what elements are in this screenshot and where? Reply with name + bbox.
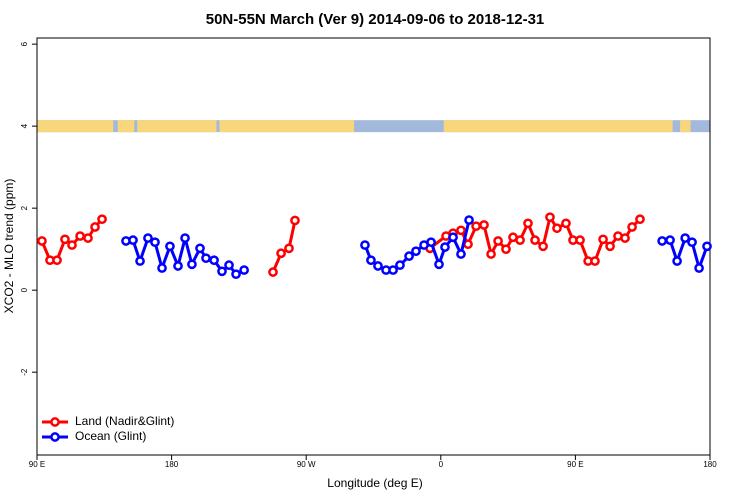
data-point — [687, 237, 697, 248]
data-point — [231, 269, 241, 280]
data-point — [388, 265, 398, 275]
data-point — [434, 259, 444, 270]
data-point — [52, 255, 62, 266]
data-point — [657, 236, 667, 246]
data-point — [598, 234, 608, 245]
data-point — [366, 255, 376, 266]
data-point — [627, 222, 637, 232]
data-point — [515, 235, 525, 245]
y-tick-label: -2 — [20, 368, 29, 376]
data-point — [217, 266, 227, 277]
x-tick-label: 90 E — [29, 460, 45, 469]
y-axis-label: XCO2 - MLO trend (ppm) — [2, 179, 16, 314]
data-point — [97, 214, 107, 225]
data-point — [150, 237, 160, 248]
data-point — [373, 261, 383, 271]
data-point — [635, 214, 645, 225]
data-point — [404, 251, 414, 261]
y-tick-label: 0 — [20, 287, 29, 292]
data-point — [463, 239, 473, 250]
data-point — [523, 218, 533, 229]
x-axis-label: Longitude (deg E) — [327, 476, 422, 490]
data-point — [284, 243, 294, 254]
data-point — [672, 256, 682, 266]
data-point — [239, 265, 249, 275]
legend-label: Ocean (Glint) — [75, 429, 146, 443]
data-point — [268, 267, 278, 277]
data-point — [224, 260, 234, 271]
land-band — [680, 120, 691, 133]
data-point — [290, 215, 300, 226]
data-point — [665, 235, 675, 245]
data-point — [456, 225, 466, 236]
land-band — [219, 120, 355, 133]
data-point — [187, 259, 197, 270]
data-point — [538, 241, 548, 252]
data-point — [605, 241, 615, 252]
data-point — [360, 240, 370, 250]
data-point — [195, 243, 205, 254]
land-band — [117, 120, 135, 133]
data-point — [530, 235, 540, 245]
data-point — [165, 241, 175, 252]
legend-marker — [50, 432, 60, 442]
data-point — [75, 231, 85, 241]
data-point — [680, 233, 691, 243]
x-tick-label: 90 E — [567, 460, 583, 469]
data-point — [180, 233, 190, 243]
land-band — [137, 120, 217, 133]
data-point — [426, 237, 436, 248]
data-point — [67, 240, 77, 250]
data-point — [471, 221, 481, 232]
chart-title: 50N-55N March (Ver 9) 2014-09-06 to 2018… — [206, 11, 545, 28]
data-point — [276, 248, 286, 259]
data-point — [128, 235, 138, 245]
data-point — [561, 218, 571, 229]
data-point — [60, 234, 70, 245]
data-point — [545, 212, 555, 223]
data-point — [201, 253, 211, 264]
data-point — [37, 236, 47, 246]
data-point — [440, 242, 450, 252]
x-tick-label: 180 — [703, 460, 717, 469]
data-point — [552, 223, 562, 234]
data-point — [493, 236, 503, 246]
data-point — [83, 233, 93, 243]
data-point — [90, 222, 100, 232]
data-point — [157, 263, 167, 273]
y-tick-label: 2 — [20, 205, 29, 210]
data-point — [464, 215, 474, 225]
land-band — [37, 120, 114, 133]
data-point — [411, 246, 421, 257]
y-tick-label: 6 — [20, 41, 29, 46]
data-point — [456, 249, 466, 259]
x-tick-label: 0 — [439, 460, 444, 469]
data-point — [479, 220, 489, 230]
x-tick-label: 180 — [165, 460, 179, 469]
y-tick-label: 4 — [20, 123, 29, 128]
data-point — [209, 255, 219, 266]
data-point — [143, 233, 153, 243]
data-point — [395, 260, 405, 271]
data-point — [694, 263, 704, 273]
data-point — [501, 244, 511, 255]
data-point — [486, 249, 496, 259]
legend-marker — [50, 417, 60, 427]
legend-label: Land (Nadir&Glint) — [75, 414, 174, 428]
data-point — [448, 232, 458, 243]
land-band — [443, 120, 673, 133]
data-point — [620, 233, 630, 243]
data-point — [590, 256, 600, 266]
data-point — [575, 235, 585, 245]
data-point — [135, 256, 145, 266]
data-point — [702, 241, 712, 252]
data-point — [173, 261, 183, 271]
x-tick-label: 90 W — [297, 460, 316, 469]
